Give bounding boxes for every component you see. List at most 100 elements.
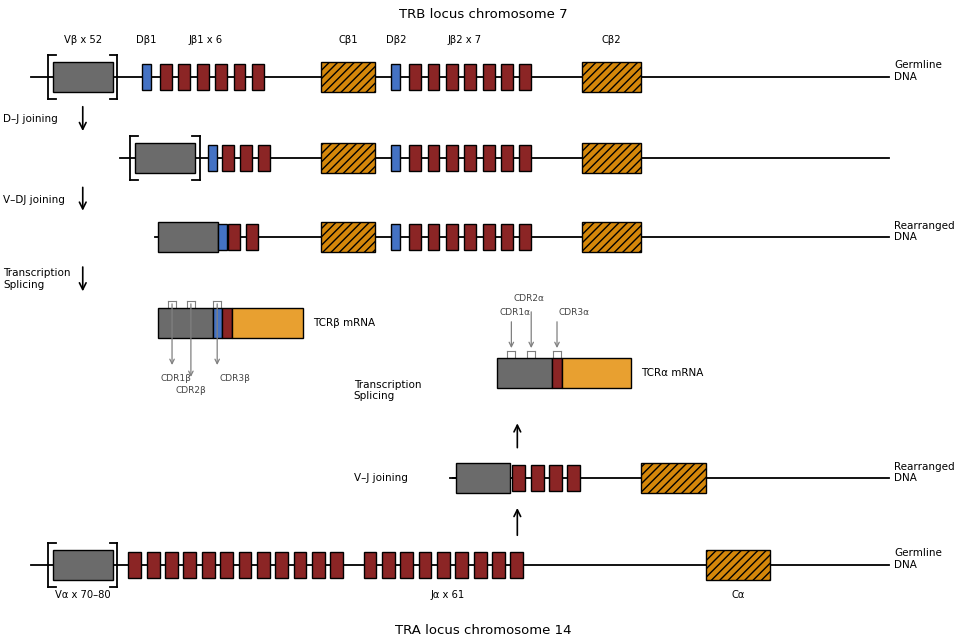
- Bar: [184, 552, 196, 578]
- Bar: [446, 145, 458, 171]
- Bar: [197, 64, 209, 90]
- Text: CDR3β: CDR3β: [219, 374, 250, 383]
- Bar: [312, 552, 325, 578]
- Bar: [364, 552, 376, 578]
- Bar: [128, 552, 141, 578]
- Bar: [252, 64, 263, 90]
- Bar: [233, 64, 246, 90]
- Bar: [510, 552, 523, 578]
- Bar: [419, 552, 432, 578]
- Text: TRB locus chromosome 7: TRB locus chromosome 7: [399, 8, 568, 21]
- Bar: [259, 145, 270, 171]
- Bar: [482, 64, 495, 90]
- Bar: [549, 465, 562, 491]
- Bar: [222, 308, 231, 338]
- Bar: [257, 552, 270, 578]
- Text: Vβ x 52: Vβ x 52: [64, 35, 102, 46]
- Text: D–J joining: D–J joining: [3, 114, 58, 124]
- Bar: [231, 308, 303, 338]
- Bar: [135, 143, 194, 172]
- Text: TRA locus chromosome 14: TRA locus chromosome 14: [396, 624, 572, 637]
- Text: Rearranged
DNA: Rearranged DNA: [894, 462, 955, 483]
- Bar: [409, 224, 421, 250]
- Bar: [53, 62, 113, 92]
- Bar: [582, 222, 642, 253]
- Text: Cα: Cα: [731, 590, 745, 600]
- Bar: [221, 552, 233, 578]
- Bar: [213, 308, 222, 338]
- Bar: [240, 145, 252, 171]
- Bar: [158, 222, 218, 253]
- Bar: [215, 64, 227, 90]
- Bar: [275, 552, 288, 578]
- Text: Germline
DNA: Germline DNA: [894, 60, 942, 82]
- Bar: [501, 224, 513, 250]
- Bar: [482, 224, 495, 250]
- Bar: [165, 552, 178, 578]
- Bar: [562, 358, 632, 388]
- Text: V–J joining: V–J joining: [354, 473, 407, 483]
- Bar: [492, 552, 504, 578]
- Bar: [501, 64, 513, 90]
- Bar: [428, 64, 439, 90]
- Bar: [392, 145, 400, 171]
- Bar: [218, 224, 226, 250]
- Bar: [519, 64, 532, 90]
- Bar: [531, 465, 543, 491]
- Text: Dβ2: Dβ2: [386, 35, 406, 46]
- Text: CDR1α: CDR1α: [500, 308, 531, 317]
- Text: Jβ1 x 6: Jβ1 x 6: [189, 35, 224, 46]
- Text: Jβ2 x 7: Jβ2 x 7: [447, 35, 481, 46]
- Bar: [465, 224, 476, 250]
- Bar: [552, 358, 562, 388]
- Bar: [428, 145, 439, 171]
- Bar: [409, 64, 421, 90]
- Bar: [582, 143, 642, 172]
- Bar: [642, 463, 706, 493]
- Text: Germline
DNA: Germline DNA: [894, 548, 942, 570]
- Text: CDR1β: CDR1β: [160, 374, 191, 383]
- Text: TCRα mRNA: TCRα mRNA: [642, 368, 704, 378]
- Bar: [321, 222, 375, 253]
- Bar: [706, 550, 771, 580]
- Text: Transcription
Splicing: Transcription Splicing: [3, 269, 71, 290]
- Bar: [294, 552, 306, 578]
- Bar: [330, 552, 343, 578]
- Bar: [321, 143, 375, 172]
- Bar: [53, 550, 113, 580]
- Bar: [512, 465, 525, 491]
- Bar: [437, 552, 450, 578]
- Text: Cβ2: Cβ2: [602, 35, 621, 46]
- Bar: [465, 145, 476, 171]
- Text: Rearranged
DNA: Rearranged DNA: [894, 221, 955, 242]
- Bar: [160, 64, 172, 90]
- Bar: [321, 62, 375, 92]
- Bar: [473, 552, 487, 578]
- Bar: [501, 145, 513, 171]
- Text: Dβ1: Dβ1: [136, 35, 157, 46]
- Bar: [179, 64, 191, 90]
- Bar: [158, 308, 213, 338]
- Bar: [568, 465, 580, 491]
- Text: Transcription
Splicing: Transcription Splicing: [354, 380, 421, 401]
- Text: Cβ1: Cβ1: [338, 35, 358, 46]
- Bar: [147, 552, 159, 578]
- Bar: [428, 224, 439, 250]
- Bar: [246, 224, 258, 250]
- Text: CDR2α: CDR2α: [513, 294, 544, 303]
- Bar: [446, 224, 458, 250]
- Bar: [498, 358, 552, 388]
- Text: Vα x 70–80: Vα x 70–80: [55, 590, 111, 600]
- Bar: [456, 463, 510, 493]
- Text: TCRβ mRNA: TCRβ mRNA: [313, 318, 375, 328]
- Bar: [455, 552, 469, 578]
- Bar: [227, 224, 239, 250]
- Bar: [582, 62, 642, 92]
- Bar: [208, 145, 217, 171]
- Text: V–DJ joining: V–DJ joining: [3, 194, 65, 204]
- Bar: [400, 552, 413, 578]
- Bar: [392, 224, 400, 250]
- Bar: [142, 64, 152, 90]
- Bar: [519, 224, 532, 250]
- Bar: [446, 64, 458, 90]
